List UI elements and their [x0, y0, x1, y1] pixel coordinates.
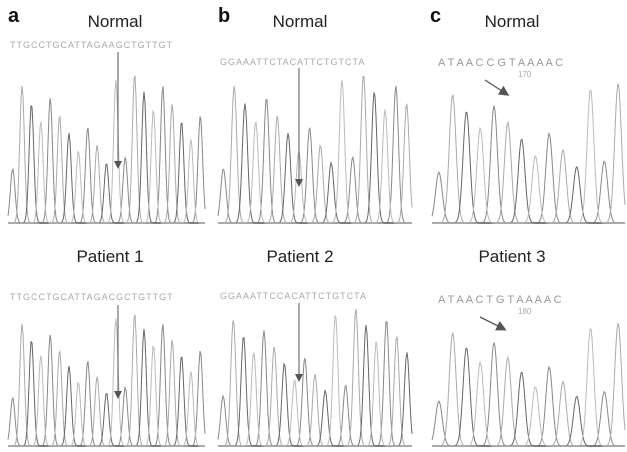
trace	[7, 86, 206, 224]
trace	[431, 105, 625, 224]
panel-title: Normal	[485, 12, 540, 31]
panel-title: Patient 3	[478, 247, 545, 266]
trace	[432, 111, 625, 224]
sequence: TTGCCTGCATTAGAAGCTGTTGT	[10, 40, 173, 50]
panel-title: Normal	[88, 12, 143, 31]
panel-label: c	[430, 5, 441, 27]
trace	[8, 314, 205, 447]
trace	[8, 91, 205, 224]
panel-title: Patient 1	[76, 247, 143, 266]
arrow	[479, 316, 507, 331]
sequence: TTGCCTGCATTAGACGCTGTTGT	[10, 292, 174, 302]
panel-title: Patient 2	[266, 247, 333, 266]
arrow	[484, 79, 510, 96]
trace	[432, 322, 626, 447]
panel-label: a	[8, 5, 20, 27]
trace	[218, 308, 412, 447]
sequence: GGAAATTCTACATTCTGTCTA	[220, 57, 365, 67]
trace	[8, 329, 205, 447]
position: 170	[518, 70, 532, 79]
trace	[7, 324, 206, 447]
panel-title: Normal	[273, 12, 328, 31]
trace	[432, 347, 625, 447]
sequence: A T A A C T G T A A A A C	[438, 294, 562, 306]
trace	[8, 75, 205, 224]
trace	[217, 85, 412, 224]
chromatograms	[7, 75, 626, 447]
trace	[217, 320, 412, 447]
trace	[432, 89, 625, 224]
trace	[432, 328, 625, 447]
trace	[431, 342, 625, 447]
trace	[8, 318, 205, 447]
panel-label: b	[218, 5, 230, 27]
sequence: A T A A C C G T A A A A C	[438, 57, 563, 69]
sequence: GGAAATTCCACATTCTGTCTA	[220, 291, 367, 301]
trace	[218, 314, 412, 447]
position: 180	[518, 307, 532, 316]
trace	[218, 76, 413, 224]
trace	[432, 83, 626, 224]
trace	[8, 79, 205, 224]
trace	[218, 79, 412, 224]
trace	[218, 92, 412, 224]
